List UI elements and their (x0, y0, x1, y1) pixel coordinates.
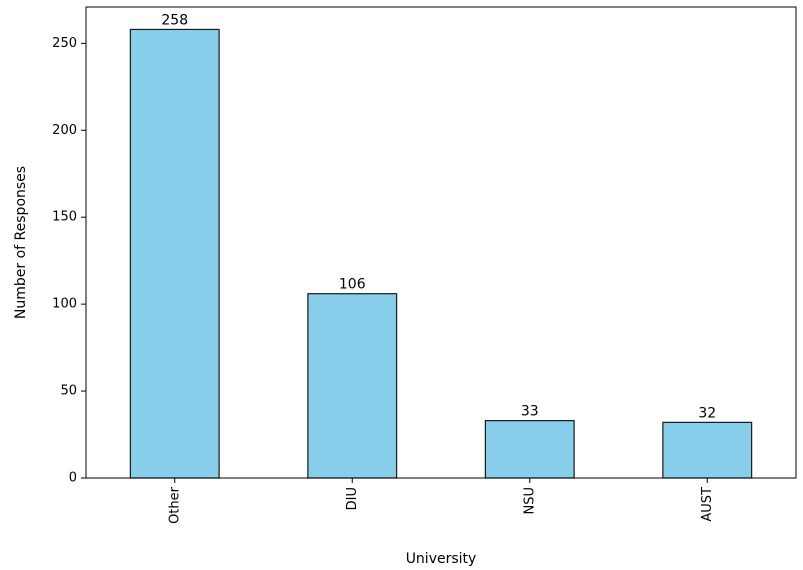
data-labels: 258 106 33 32 (161, 12, 716, 421)
bar-other (129, 28, 220, 479)
y-axis-title: Number of Responses (13, 166, 29, 319)
bars-layer (129, 28, 753, 479)
x-tick-label-other: Other (167, 486, 182, 524)
bar-aust (662, 421, 753, 479)
axes-layer (85, 6, 797, 479)
y-tick-label: 250 (52, 36, 77, 51)
x-axis-ticks: Other DIU NSU AUST (167, 478, 715, 524)
y-tick-label: 100 (52, 297, 77, 312)
y-tick-label: 0 (69, 471, 77, 486)
data-label-aust: 32 (698, 405, 716, 421)
y-tick-label: 150 (52, 210, 77, 225)
bar-nsu (484, 420, 575, 479)
y-tick-label: 200 (52, 123, 77, 138)
y-axis-ticks: 0 50 100 150 200 250 (52, 36, 86, 486)
bar-diu (307, 293, 398, 479)
y-tick-label: 50 (60, 384, 77, 399)
x-axis-title: University (406, 551, 477, 567)
data-label-diu: 106 (339, 277, 366, 293)
x-tick-label-diu: DIU (345, 487, 360, 510)
data-label-other: 258 (161, 12, 188, 28)
x-tick-label-aust: AUST (700, 487, 715, 522)
x-tick-label-nsu: NSU (522, 487, 537, 515)
plot-frame (85, 6, 797, 479)
data-label-nsu: 33 (521, 404, 539, 420)
